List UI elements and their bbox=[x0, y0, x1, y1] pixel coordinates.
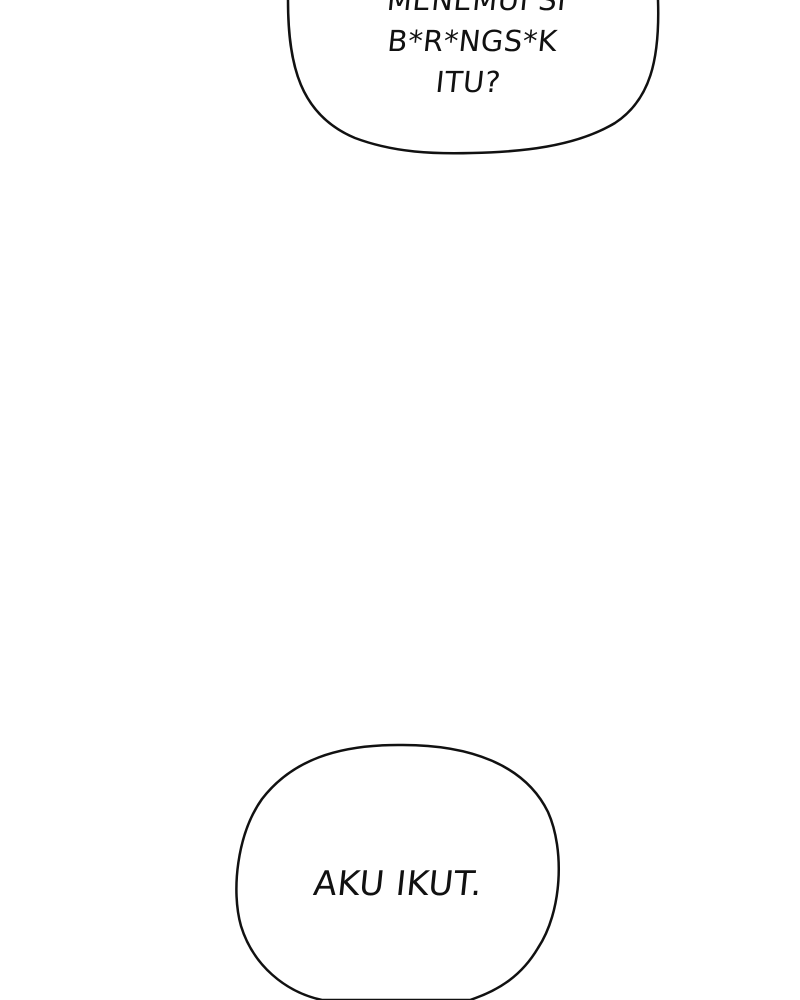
bottom-speech-bubble-outline bbox=[235, 743, 560, 1000]
top-speech-bubble-outline bbox=[286, 0, 660, 155]
top-speech-bubble-text: MENEMUI SI B*R*NGS*K ITU? bbox=[324, 0, 622, 103]
speech-line-3: ITU? bbox=[434, 65, 503, 99]
bottom-speech-bubble-text: AKU IKUT. bbox=[311, 864, 485, 904]
speech-line-2: B*R*NGS*K bbox=[385, 24, 560, 58]
speech-line-1: MENEMUI SI bbox=[385, 0, 569, 17]
